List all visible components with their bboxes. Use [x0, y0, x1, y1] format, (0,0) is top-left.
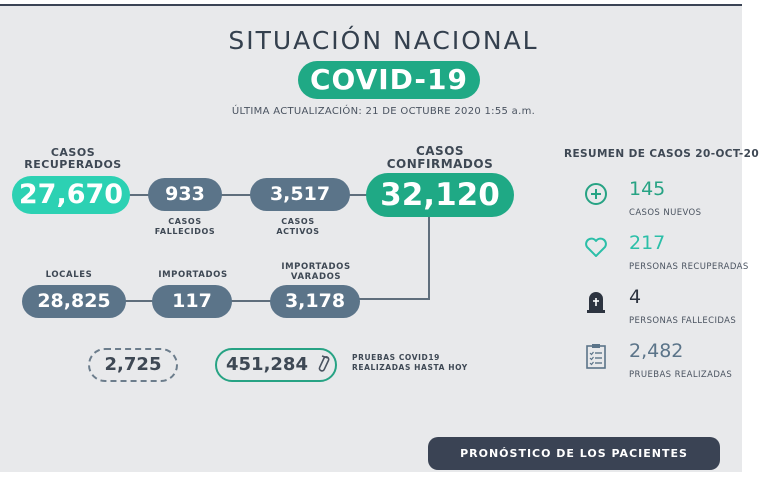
covid-badge: COVID-19: [298, 61, 480, 99]
varados-label-line2: VARADOS: [290, 272, 342, 282]
connector-row2-return: [355, 298, 430, 300]
casos-nuevos-value: 145: [629, 178, 666, 200]
pruebas-label: PRUEBAS COVID19 REALIZADAS HASTA HOY: [352, 353, 512, 373]
pronostico-button[interactable]: PRONÓSTICO DE LOS PACIENTES: [428, 437, 720, 470]
dashed-total: 2,725: [88, 348, 178, 382]
varados-value: 3,178: [270, 285, 360, 318]
fallecidos-label-line2: FALLECIDOS: [154, 227, 216, 236]
recuperados-label-line1: CASOS: [50, 146, 96, 159]
activos-label-line2: ACTIVOS: [276, 227, 320, 236]
pruebas-label-line2: REALIZADAS HASTA HOY: [352, 363, 468, 372]
fallecidos-value: 933: [148, 178, 222, 211]
recuperadas-value: 217: [629, 232, 666, 254]
importados-label: IMPORTADOS: [158, 270, 228, 280]
activos-value: 3,517: [250, 178, 350, 211]
connector-vertical: [428, 212, 430, 300]
recuperados-label: CASOS RECUPERADOS: [18, 147, 128, 171]
pruebas-realizadas-label: PRUEBAS REALIZADAS: [629, 370, 733, 380]
fallecidas-value: 4: [629, 286, 642, 308]
locales-value: 28,825: [22, 285, 126, 318]
recuperados-value: 27,670: [12, 176, 130, 214]
fallecidos-label-line1: CASOS: [168, 217, 202, 226]
plus-circle-icon: [584, 182, 608, 206]
recuperadas-label: PERSONAS RECUPERADAS: [629, 262, 749, 272]
pruebas-label-line1: PRUEBAS COVID19: [352, 353, 440, 362]
pruebas-realizadas-value: 2,482: [629, 340, 684, 362]
last-update-text: ÚLTIMA ACTUALIZACIÓN: 21 DE OCTUBRE 2020…: [231, 106, 536, 117]
activos-label-line1: CASOS: [281, 217, 315, 226]
confirmados-label-line1: CASOS: [415, 144, 465, 158]
clipboard-checklist-icon: [586, 343, 606, 369]
test-tube-icon: [315, 355, 331, 375]
confirmados-value: 32,120: [366, 173, 514, 217]
casos-nuevos-label: CASOS NUEVOS: [629, 208, 702, 218]
locales-label: LOCALES: [45, 270, 93, 280]
importados-value: 117: [152, 285, 232, 318]
recuperados-label-line2: RECUPERADOS: [24, 158, 122, 171]
varados-label: IMPORTADOS VARADOS: [274, 262, 358, 282]
summary-title: RESUMEN DE CASOS 20-OCT-20: [564, 148, 760, 160]
confirmados-label: CASOS CONFIRMADOS: [378, 145, 502, 171]
confirmados-label-line2: CONFIRMADOS: [386, 157, 494, 171]
page-title: SITUACIÓN NACIONAL: [228, 26, 539, 55]
pruebas-box: 451,284: [215, 348, 337, 382]
activos-label: CASOS ACTIVOS: [262, 217, 334, 237]
tombstone-icon: [585, 290, 607, 314]
fallecidas-label: PERSONAS FALLECIDAS: [629, 316, 737, 326]
fallecidos-label: CASOS FALLECIDOS: [148, 217, 222, 237]
varados-label-line1: IMPORTADOS: [281, 262, 351, 272]
pruebas-value: 451,284: [226, 354, 308, 375]
heart-icon: [584, 236, 608, 258]
